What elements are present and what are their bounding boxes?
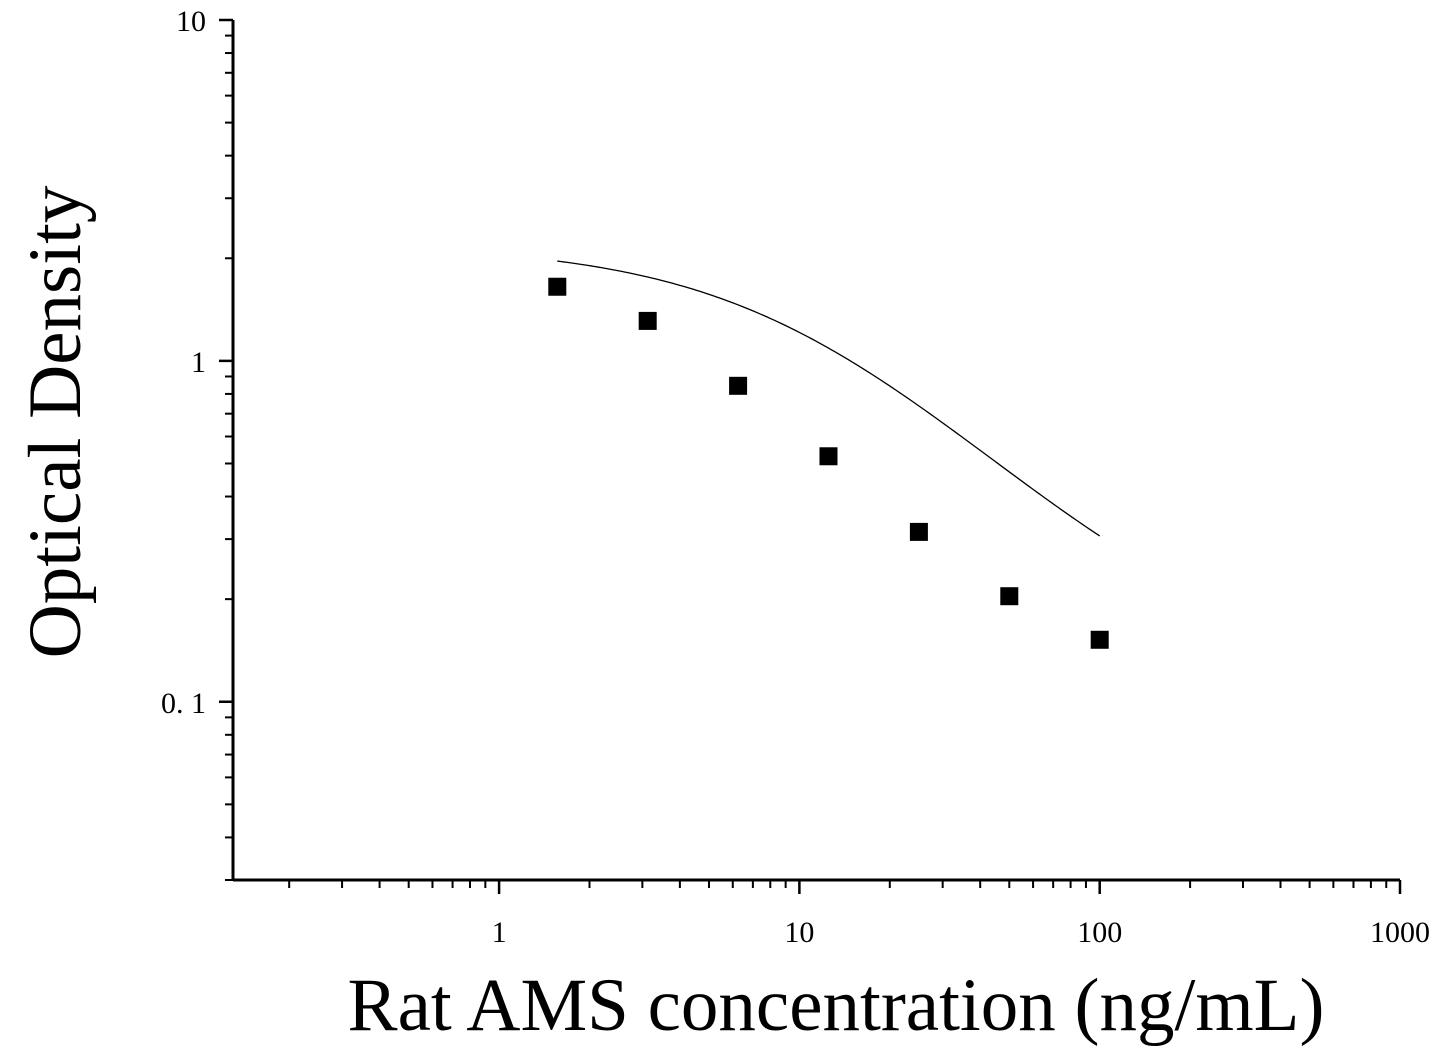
x-tick-label: 1 <box>492 916 507 949</box>
y-ticks <box>219 18 233 881</box>
y-tick-labels: 0. 1 1 10 <box>161 5 206 720</box>
data-point <box>819 447 838 466</box>
y-tick-label: 1 <box>191 346 206 379</box>
y-tick-label: 10 <box>176 5 206 38</box>
x-tick-label: 10 <box>784 916 814 949</box>
x-tick-label: 100 <box>1077 916 1122 949</box>
x-tick-label: 1000 <box>1370 916 1430 949</box>
x-ticks <box>288 880 1402 894</box>
x-tick-labels: 1 10 100 1000 <box>492 916 1430 949</box>
data-point <box>638 311 657 330</box>
data-point <box>548 277 567 296</box>
data-point <box>1000 587 1019 606</box>
data-point <box>909 522 928 541</box>
axes <box>231 20 1400 882</box>
y-axis-title: Optical Density <box>14 185 97 658</box>
data-point <box>729 376 748 395</box>
data-point <box>1090 630 1109 649</box>
x-axis-title: Rat AMS concentration (ng/mL) <box>348 964 1325 1047</box>
data-points <box>548 277 1109 649</box>
fit-curve <box>557 260 1101 537</box>
y-tick-label: 0. 1 <box>161 687 206 720</box>
